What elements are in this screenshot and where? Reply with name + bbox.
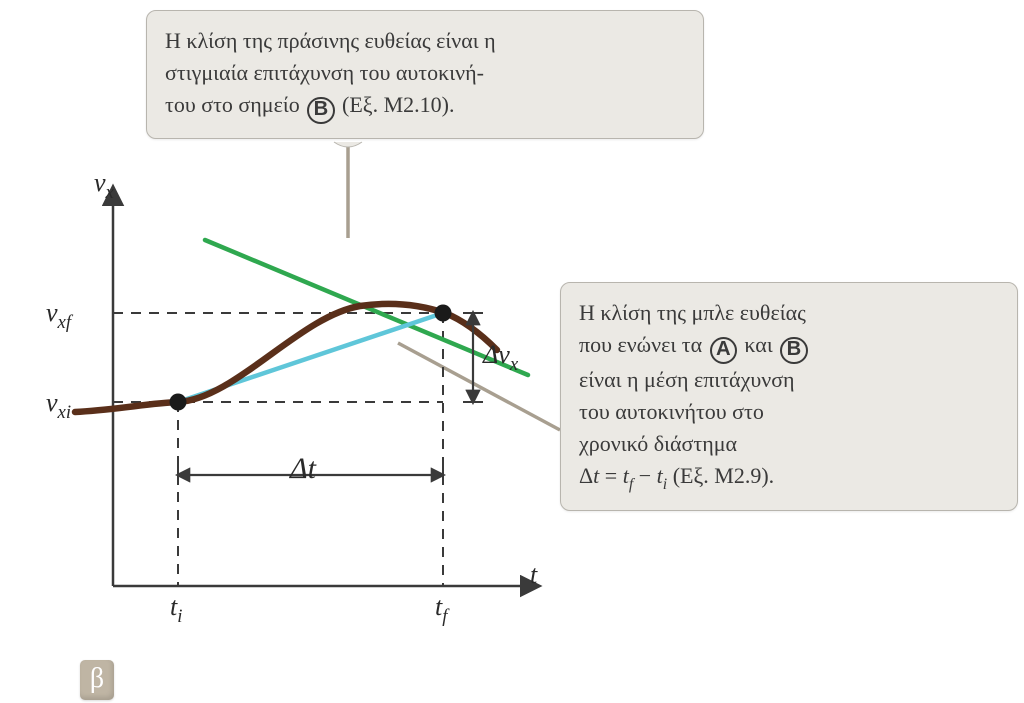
delta-v-label: Δvx — [483, 340, 518, 375]
ti-label: ti — [170, 592, 182, 627]
point-A — [170, 394, 187, 411]
beta-badge: β — [80, 660, 114, 700]
vxf-label: vxf — [46, 298, 71, 333]
point-B — [435, 305, 452, 322]
vxi-label: vxi — [46, 388, 71, 423]
delta-t-label: Δt — [290, 452, 316, 486]
callout-top: Η κλίση της πράσινης ευθείας είναι ηστιγ… — [146, 10, 704, 139]
x-axis-label: t — [530, 560, 537, 590]
tf-label: tf — [435, 592, 447, 627]
velocity-curve — [75, 304, 497, 412]
callout-right: Η κλίση της μπλε ευθείαςπου ενώνει τα A … — [560, 282, 1018, 511]
y-axis-label: vx — [94, 168, 114, 203]
